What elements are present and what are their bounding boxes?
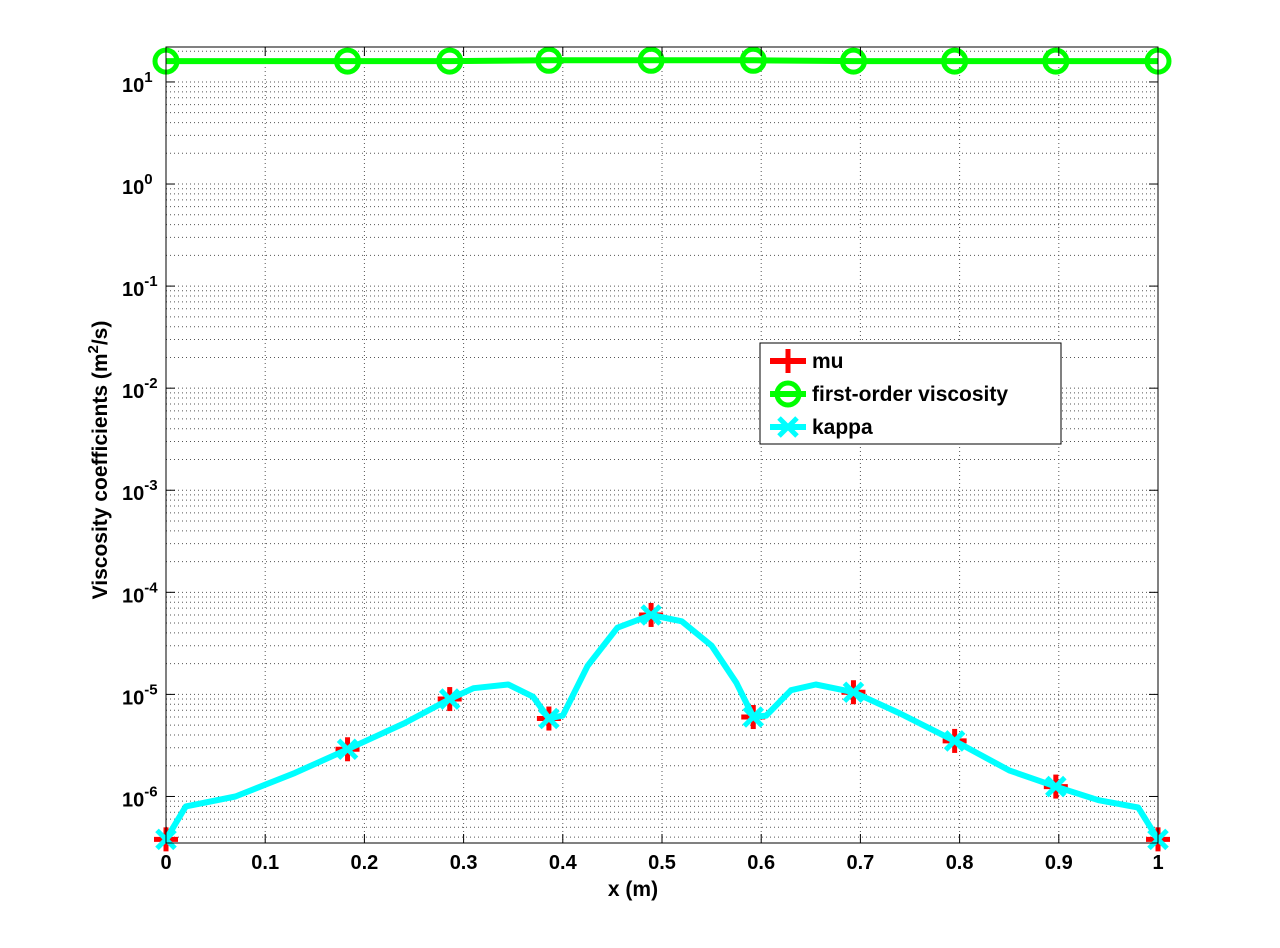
legend-label: first-order viscosity [812, 383, 1008, 406]
y-tick-label: 100 [122, 171, 153, 199]
y-tick-label: 10-3 [122, 477, 158, 505]
y-tick-label: 10-6 [122, 783, 158, 811]
data-point-circle [436, 47, 464, 75]
data-point-x [943, 730, 966, 752]
x-tick-label: 0.5 [648, 852, 676, 874]
y-tick-label: 101 [122, 69, 153, 97]
legend-label: mu [812, 350, 844, 373]
data-point-x [538, 707, 560, 730]
data-point-x [640, 604, 662, 626]
y-axis-label-base: Viscosity coefficients (m [89, 353, 112, 599]
legend-item: first-order viscosity [770, 380, 1008, 408]
y-tick-base: 10 [122, 687, 144, 709]
data-point-circle [739, 46, 767, 74]
legend-box [759, 342, 1062, 445]
y-tick-exponent: -6 [144, 783, 157, 800]
axes [165, 46, 1159, 844]
x-tick-label: 0.2 [350, 852, 378, 874]
y-axis-label-tail: /s) [89, 321, 112, 346]
y-tick-exponent: -4 [144, 579, 158, 596]
legend-item: kappa [770, 416, 873, 439]
y-axis-label-sup: 2 [85, 345, 102, 353]
data-point-circle [941, 47, 969, 75]
y-tick-exponent: -5 [144, 681, 157, 698]
y-tick-base: 10 [122, 789, 144, 811]
data-point-x [438, 688, 461, 710]
legend-items: mu first-order viscosity kappa [770, 349, 1008, 439]
y-tick-base: 10 [122, 177, 144, 199]
legend: mu first-order viscosity kappa [759, 342, 1062, 445]
series-layer [152, 46, 1172, 852]
series-first-order-viscosity [152, 46, 1172, 75]
y-tick-base: 10 [122, 75, 144, 97]
data-point-x [336, 738, 359, 761]
y-tick-label: 10-2 [122, 375, 158, 403]
data-point-circle [535, 46, 563, 74]
x-tick-label: 1 [1152, 852, 1163, 874]
x-tick-label: 0.9 [1045, 852, 1073, 874]
data-point-x [1045, 775, 1067, 798]
tick-labels: 0 0.1 0.2 0.3 0.4 0.5 0.6 0.7 0.8 0.9 110-610-510-… [122, 69, 1164, 874]
legend-marker [774, 380, 802, 408]
y-tick-exponent: 1 [144, 69, 152, 86]
legend-marker [777, 416, 799, 438]
x-tick-label: 0.6 [747, 852, 775, 874]
series-line [166, 57, 1158, 65]
y-tick-exponent: -2 [144, 375, 157, 392]
x-tick-label: 0 [160, 852, 171, 874]
y-tick-exponent: 0 [144, 171, 152, 188]
y-tick-base: 10 [122, 483, 144, 505]
legend-label: kappa [812, 416, 873, 439]
y-tick-exponent: -3 [144, 477, 157, 494]
y-tick-base: 10 [122, 381, 144, 403]
x-tick-label: 0.7 [846, 852, 874, 874]
y-tick-base: 10 [122, 585, 144, 607]
legend-marker [776, 349, 800, 373]
x-axis-label: x (m) [608, 878, 658, 901]
x-tick-label: 0.3 [450, 852, 478, 874]
x-tick-label: 0.8 [946, 852, 974, 874]
y-tick-label: 10-4 [122, 579, 158, 607]
data-point-circle [1042, 47, 1070, 75]
y-tick-label: 10-1 [122, 273, 158, 301]
y-tick-base: 10 [122, 279, 144, 301]
data-point-circle [839, 47, 867, 75]
x-tick-label: 0.4 [549, 852, 578, 874]
data-point-circle [637, 46, 665, 74]
series-line [163, 612, 1161, 841]
y-tick-label: 10-5 [122, 681, 158, 709]
legend-item: mu [770, 349, 844, 373]
data-point-circle [334, 47, 362, 75]
y-axis-label: Viscosity coefficients (m2/s) [85, 321, 112, 600]
data-point-x [842, 681, 865, 703]
data-point-x [742, 706, 765, 728]
y-tick-exponent: -1 [144, 273, 157, 290]
grid [166, 47, 1158, 843]
x-tick-label: 0.1 [251, 852, 279, 874]
